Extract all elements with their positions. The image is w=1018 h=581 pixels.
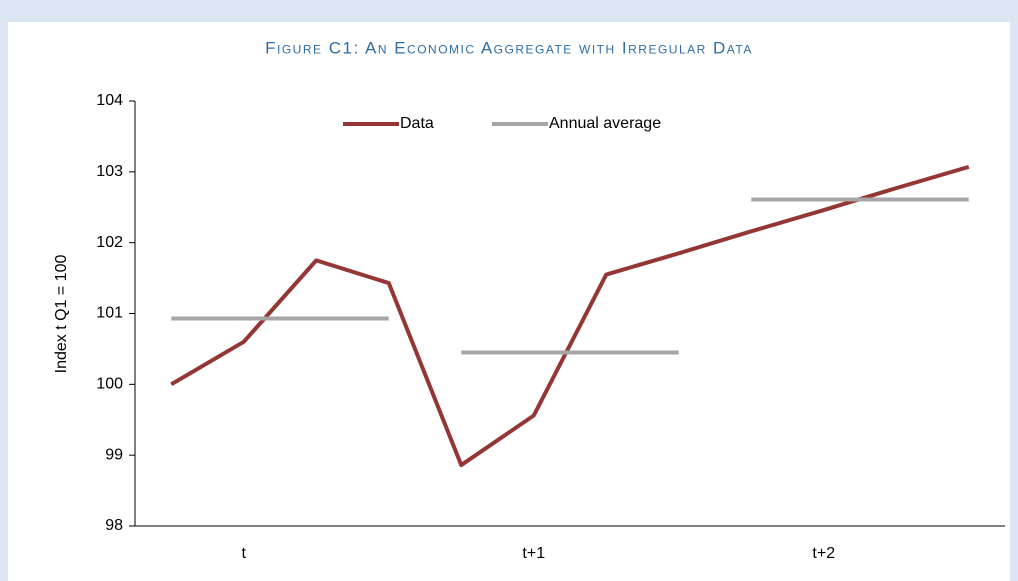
y-tick-label: 99 [105,446,123,463]
data-line [170,164,970,468]
y-tick-label: 98 [105,517,123,534]
x-tick-label: t [242,545,247,562]
x-tick-label: t+2 [812,545,835,562]
y-tick-label: 101 [96,305,123,322]
chart-title: Figure C1: An Economic Aggregate with Ir… [265,38,753,57]
chart-panel [8,22,1010,581]
y-tick-label: 103 [96,163,123,180]
x-tick-label: t+1 [522,545,545,562]
y-tick-label: 100 [96,376,123,393]
legend-label: Data [400,115,434,132]
y-axis-label: Index t Q1 = 100 [53,255,70,374]
y-tick-label: 104 [96,92,123,109]
y-tick-label: 102 [96,234,123,251]
legend-label: Annual average [549,115,661,132]
